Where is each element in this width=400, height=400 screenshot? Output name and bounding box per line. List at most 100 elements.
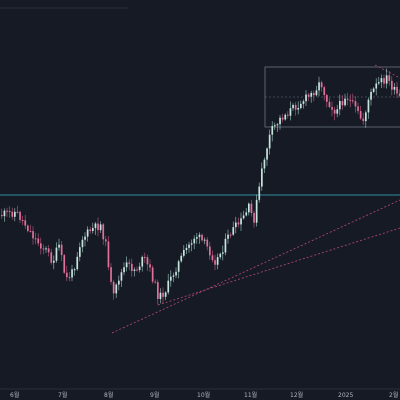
candle-body (37, 238, 40, 244)
candle-body (162, 292, 164, 297)
short-trendline[interactable] (374, 64, 400, 79)
candle-body (175, 271, 177, 276)
candle-body (253, 213, 255, 223)
candle-body (133, 269, 136, 271)
candle-body (203, 239, 206, 241)
candle-body (21, 219, 24, 221)
time-axis: 6월 7월 8월 9월 10월 11월 12월 2025 2월 (10, 391, 398, 399)
consolidation-range-box[interactable] (264, 66, 400, 128)
candle-body (274, 125, 276, 127)
candle-body (55, 247, 58, 261)
candle-body (92, 228, 94, 231)
candle-body (115, 284, 118, 294)
candle-body (14, 211, 16, 217)
candle-body (289, 108, 292, 116)
candle-body (396, 86, 398, 94)
candle-body (271, 125, 274, 135)
ascending-trendline-1[interactable] (111, 199, 400, 334)
candle-body (365, 112, 367, 122)
candle-body (120, 272, 123, 281)
candle-body (266, 148, 268, 160)
candle-body (398, 93, 400, 96)
candle-body (89, 229, 92, 231)
candle-body (326, 95, 328, 102)
candle-body (50, 252, 53, 263)
candle-body (94, 223, 97, 229)
candle-body (97, 223, 99, 231)
candle-body (183, 250, 185, 256)
candle-body (157, 282, 159, 299)
candle-body (352, 100, 354, 102)
candle-body (388, 75, 391, 81)
candle-body (42, 248, 45, 250)
candle-body (105, 239, 107, 242)
candle-body (315, 90, 318, 96)
candle-body (255, 199, 258, 223)
candle-body (167, 280, 170, 293)
candle-body (294, 104, 297, 110)
candle-body (287, 114, 289, 116)
candle-body (302, 101, 305, 104)
candle-body (211, 255, 214, 261)
candle-body (214, 260, 216, 265)
candle-body (349, 99, 352, 101)
candle-body (170, 276, 172, 281)
candle-body (149, 264, 151, 268)
candle-body (372, 88, 375, 92)
candle-body (276, 124, 279, 126)
candle-body (305, 94, 307, 102)
candle-body (216, 257, 219, 265)
candle-body (141, 256, 144, 267)
candle-body (53, 260, 55, 263)
candle-body (328, 101, 331, 108)
candle-body (45, 248, 47, 250)
candle-body (263, 159, 266, 169)
candle-body (164, 292, 167, 297)
candle-body (261, 168, 263, 187)
candle-body (346, 98, 349, 100)
candle-body (237, 222, 240, 225)
candle-body (154, 281, 157, 283)
candle-body (185, 247, 188, 251)
candle-body (383, 78, 385, 84)
candle-body (81, 239, 84, 248)
candle-body (222, 252, 224, 254)
candle-body (60, 244, 63, 256)
candle-body (8, 211, 11, 213)
candle-body (146, 257, 149, 265)
candle-body (1, 215, 3, 217)
candle-body (323, 87, 326, 96)
candle-body (391, 80, 393, 90)
candle-body (250, 203, 253, 214)
candle-body (300, 103, 302, 108)
candle-body (73, 269, 76, 271)
candle-body (144, 256, 146, 258)
candle-body (367, 99, 370, 113)
candle-body (357, 106, 359, 112)
time-axis-label-sep: 9월 (150, 391, 159, 399)
candle-body (99, 224, 102, 231)
candle-body (224, 238, 227, 253)
candle-body (284, 114, 287, 120)
candle-body (47, 248, 50, 253)
candle-body (102, 224, 105, 240)
candle-body (71, 269, 73, 278)
candle-body (336, 109, 339, 114)
candle-body (248, 203, 250, 213)
candle-body (201, 234, 203, 241)
candle-body (63, 255, 66, 273)
candle-body (354, 101, 357, 107)
candle-body (172, 275, 175, 277)
candle-body (138, 266, 141, 270)
candle-body (240, 218, 242, 225)
candle-body (268, 134, 271, 149)
candle-body (232, 227, 235, 235)
candle-body (68, 277, 71, 279)
candle-body (198, 234, 201, 238)
candle-body (242, 215, 245, 219)
candle-body (245, 212, 248, 216)
candle-body (292, 104, 294, 109)
candle-body (375, 83, 378, 89)
